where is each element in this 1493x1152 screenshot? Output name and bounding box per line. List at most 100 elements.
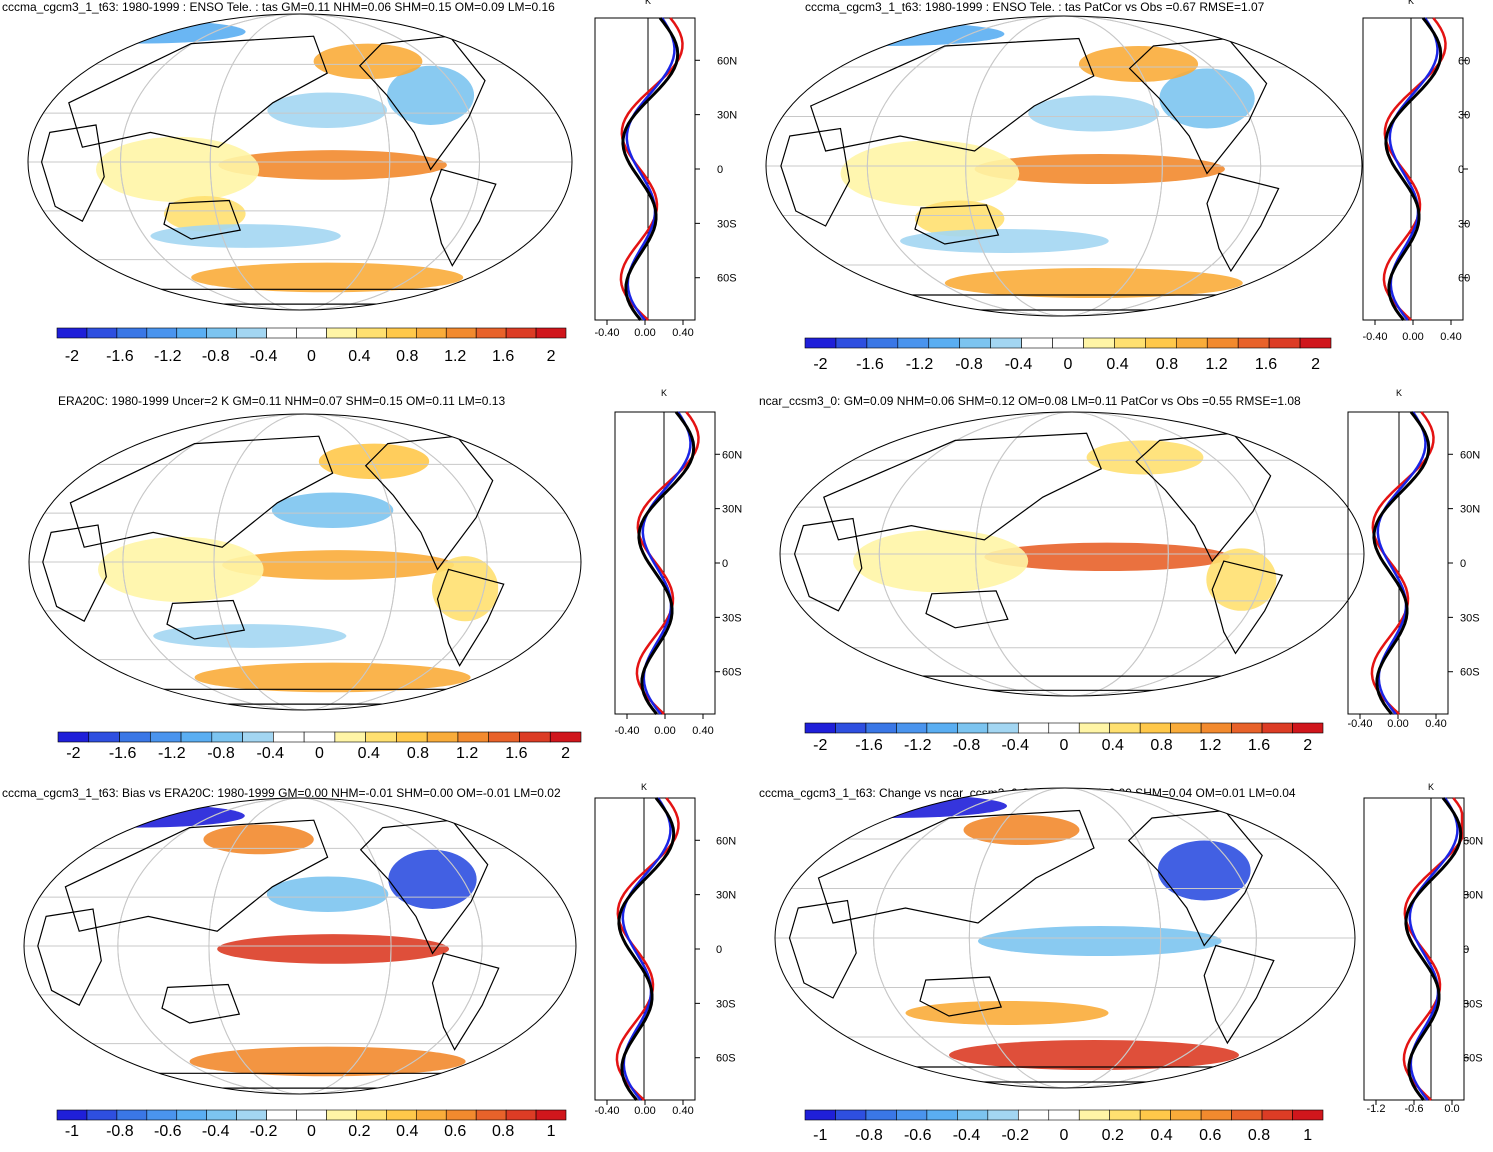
anomaly-indian-ocean <box>96 136 260 202</box>
unit-label: K <box>641 782 647 792</box>
unit-label: K <box>661 388 667 398</box>
colorbar-swatch <box>1292 1109 1324 1121</box>
map-field <box>766 16 1362 316</box>
colorbar-swatch <box>176 327 208 339</box>
lon-gridline <box>213 414 397 710</box>
zonal-line-mean <box>1404 797 1463 1101</box>
colorbar-swatch <box>896 1109 928 1121</box>
anomaly-equatorial-pacific <box>978 926 1222 956</box>
coastline-africa <box>788 899 857 999</box>
panel-plot: -1 -0.8 -0.6 -0.4 -0.2 0 0.2 0.4 0.6 0.8 1 K 60N 30N 0… <box>23 782 736 1140</box>
lat-label: 0 <box>1463 944 1469 956</box>
anomaly-south-pacific <box>900 229 1109 253</box>
colorbar-swatch <box>1261 1109 1293 1121</box>
coastline-asia <box>809 37 1095 152</box>
anomaly-north-pacific <box>271 492 394 528</box>
colorbar-label: -1.2 <box>904 737 932 754</box>
colorbar-label: 0.4 <box>358 745 380 762</box>
x-tick-label: -1.2 <box>1367 1103 1386 1115</box>
lat-label: 60N <box>1460 449 1480 461</box>
colorbar-label: 1.6 <box>1248 737 1270 754</box>
lon-gridline <box>878 412 1266 696</box>
coastline-asia <box>823 432 1102 541</box>
coastline-asia <box>68 35 328 148</box>
anomaly-south-pacific <box>153 624 347 648</box>
colorbar-swatch <box>928 337 961 349</box>
lat-label: 30 <box>1458 110 1470 122</box>
colorbar-swatch <box>266 327 297 339</box>
anomaly-southern-ocean <box>949 1040 1239 1070</box>
colorbar-swatch <box>896 722 928 734</box>
coastline-south-america <box>429 168 497 267</box>
lat-label: 60 <box>1458 55 1470 67</box>
lon-gridline <box>866 16 1262 316</box>
colorbar-swatch <box>266 1109 297 1121</box>
lat-label: 30 <box>1458 218 1470 230</box>
anomaly-north-america <box>1165 461 1259 519</box>
panel-title: cccma_cgcm3_1_t63: 1980-1999 : ENSO Tele… <box>2 0 555 14</box>
lat-label: 30N <box>717 110 737 122</box>
colorbar-swatch <box>1078 722 1111 734</box>
anomaly-arctic <box>24 803 245 828</box>
colorbar-swatch <box>206 1109 237 1121</box>
colorbar-label: 2 <box>561 745 570 762</box>
colorbar-label: -0.8 <box>106 1123 134 1140</box>
lat-label: 30S <box>1463 998 1483 1010</box>
lon-gridline <box>119 14 481 310</box>
coastline-australia <box>914 204 1000 245</box>
unit-label: K <box>645 0 651 6</box>
colorbar-label: 2 <box>547 348 556 365</box>
colorbar-label: 0.8 <box>396 348 418 365</box>
panel-5: cccma_cgcm3_1_t63: Bias vs ERA20C: 1980-… <box>0 768 746 1152</box>
anomaly-siberia <box>963 815 1080 845</box>
colorbar-swatch <box>1048 722 1080 734</box>
colorbar-swatch <box>987 1109 1019 1121</box>
map-border <box>28 413 582 711</box>
colorbar-swatch <box>1237 337 1270 349</box>
colorbar-swatch <box>987 722 1019 734</box>
anomaly-southern-ocean <box>194 662 471 693</box>
colorbar-swatch <box>1048 1109 1080 1121</box>
colorbar-label: -0.4 <box>1001 737 1029 754</box>
lon-gridline <box>208 798 392 1094</box>
colorbar-swatch <box>1078 1109 1111 1121</box>
colorbar-swatch <box>386 1109 417 1121</box>
anomaly-southern-ocean <box>944 268 1243 298</box>
lat-label: 0 <box>1458 164 1464 176</box>
coastline-north-america <box>359 819 489 955</box>
zonal-line-model <box>615 797 680 1101</box>
lat-label: 60S <box>717 273 737 285</box>
zonal-line-mean <box>1384 17 1443 321</box>
colorbar-swatch <box>1139 722 1171 734</box>
colorbar-label: 1.2 <box>456 745 478 762</box>
lon-gridline <box>122 414 488 710</box>
lat-label: 60N <box>716 835 736 847</box>
colorbar-swatch <box>1170 722 1202 734</box>
colorbar-swatch <box>445 327 477 339</box>
lat-label: 60N <box>717 55 737 67</box>
colorbar-label: -2 <box>813 737 827 754</box>
panel-4: ncar_ccsm3_0: GM=0.09 NHM=0.06 SHM=0.12 … <box>747 384 1493 768</box>
anomaly-arctic <box>775 794 1007 818</box>
colorbar-label: -0.4 <box>953 1127 981 1144</box>
anomaly-alaska <box>313 43 423 80</box>
colorbar-swatch <box>1052 337 1084 349</box>
colorbar-label: 1 <box>1303 1127 1312 1144</box>
colorbar-swatch <box>475 327 507 339</box>
lat-label: 0 <box>716 944 722 956</box>
coastline-asia <box>817 809 1095 924</box>
colorbar-label: 0.8 <box>1156 356 1178 373</box>
lat-label: 60S <box>1460 667 1480 679</box>
lat-label: 30N <box>1460 504 1480 516</box>
colorbar-label: 1.6 <box>492 348 514 365</box>
colorbar-label: -1.2 <box>154 348 182 365</box>
colorbar-swatch <box>926 722 958 734</box>
colorbar-swatch <box>1299 337 1332 349</box>
zonal-line-model <box>1382 17 1447 321</box>
lat-label: 30N <box>1463 890 1483 902</box>
map-border <box>774 787 1356 1089</box>
colorbar-label: 1.6 <box>1255 356 1277 373</box>
coastline-north-america <box>1127 809 1263 947</box>
colorbar-swatch <box>1231 722 1263 734</box>
colorbar-swatch <box>1109 722 1141 734</box>
